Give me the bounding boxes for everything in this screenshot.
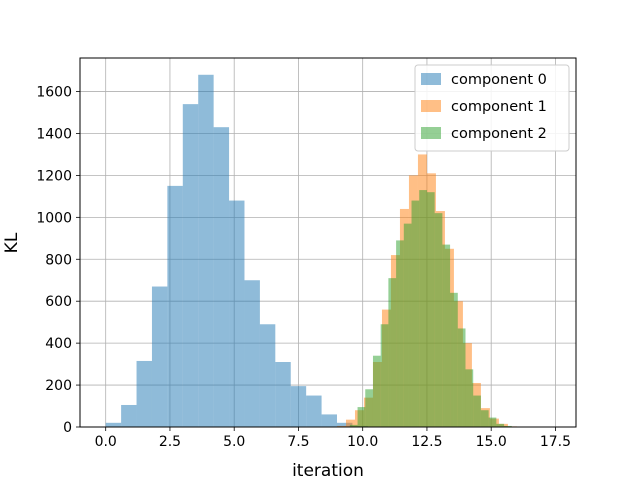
legend-label: component 2 [451, 126, 547, 142]
histogram-bar [457, 328, 466, 427]
histogram-bar [136, 360, 152, 427]
legend-swatch [421, 127, 441, 139]
legend-label: component 1 [451, 99, 547, 115]
legend-swatch [421, 73, 441, 85]
legend-swatch [421, 100, 441, 112]
histogram-bar [357, 407, 366, 427]
legend-frame [414, 64, 570, 152]
x-tick-label: 15.0 [476, 434, 507, 450]
histogram-bar [121, 404, 137, 427]
series-0-bars [105, 74, 368, 427]
y-tick-label: 200 [45, 378, 72, 394]
histogram-bar [321, 414, 337, 427]
series-2-bars [349, 190, 512, 427]
histogram-bar [450, 292, 458, 427]
histogram-bar [345, 419, 355, 427]
x-tick-label: 12.5 [411, 434, 442, 450]
x-tick-label: 10.0 [347, 434, 378, 450]
histogram-bar [182, 104, 199, 427]
histogram-bar [259, 324, 276, 427]
histogram-bar [213, 127, 230, 427]
histogram-bar [306, 395, 322, 427]
histogram-bar [411, 200, 420, 427]
histogram-bar [336, 422, 353, 427]
plot-frame [79, 57, 577, 428]
histogram-bar [229, 200, 245, 427]
histogram-bar [244, 280, 260, 427]
x-tick-label: 2.5 [159, 434, 181, 450]
histogram-bar [380, 324, 389, 427]
legend-label: component 0 [451, 72, 547, 88]
histogram-bar [434, 213, 443, 427]
histogram-bar [403, 223, 412, 427]
x-tick-label: 0.0 [95, 434, 117, 450]
histogram-bar [419, 190, 427, 427]
y-axis-label: KL [2, 232, 22, 253]
y-axis-ticks: 0 200 400 600 800 1000 1200 1400 1600 [36, 85, 80, 436]
y-tick-label: 0 [63, 420, 72, 436]
histogram-bar [426, 192, 435, 427]
histogram-bar [396, 240, 404, 427]
x-axis-ticks: 0.0 2.5 5.0 7.5 10.0 12.5 15.0 17.5 [95, 427, 571, 450]
histogram-bar [473, 395, 481, 427]
x-tick-label: 5.0 [223, 434, 245, 450]
histogram-bar [290, 386, 307, 427]
histogram-bar [198, 74, 214, 427]
histogram-bar [275, 362, 291, 427]
histogram-bar [336, 425, 346, 427]
histogram-bar [488, 417, 497, 427]
y-tick-label: 600 [45, 294, 72, 310]
histogram-bar [365, 389, 373, 427]
y-tick-label: 400 [45, 336, 72, 352]
y-tick-label: 1600 [36, 85, 72, 101]
y-tick-label: 1400 [36, 126, 72, 142]
histogram-bar [388, 278, 397, 427]
y-tick-label: 1000 [36, 210, 72, 226]
histogram-bars [105, 74, 526, 427]
histogram-bar [480, 410, 489, 427]
x-axis-label: iteration [292, 461, 364, 480]
histogram-bar [372, 355, 381, 427]
histogram-bar [465, 369, 474, 427]
histogram-bar [167, 185, 183, 427]
y-tick-label: 1200 [36, 168, 72, 184]
x-tick-label: 7.5 [287, 434, 309, 450]
histogram-bar [105, 422, 122, 427]
histogram-bar [496, 423, 505, 427]
legend: component 0 component 1 component 2 [414, 64, 570, 152]
histogram-bar [349, 424, 358, 427]
y-tick-label: 800 [45, 252, 72, 268]
x-tick-label: 17.5 [540, 434, 571, 450]
histogram-bar [504, 425, 512, 427]
histogram-bar [442, 244, 451, 427]
histogram-bar [151, 286, 168, 427]
